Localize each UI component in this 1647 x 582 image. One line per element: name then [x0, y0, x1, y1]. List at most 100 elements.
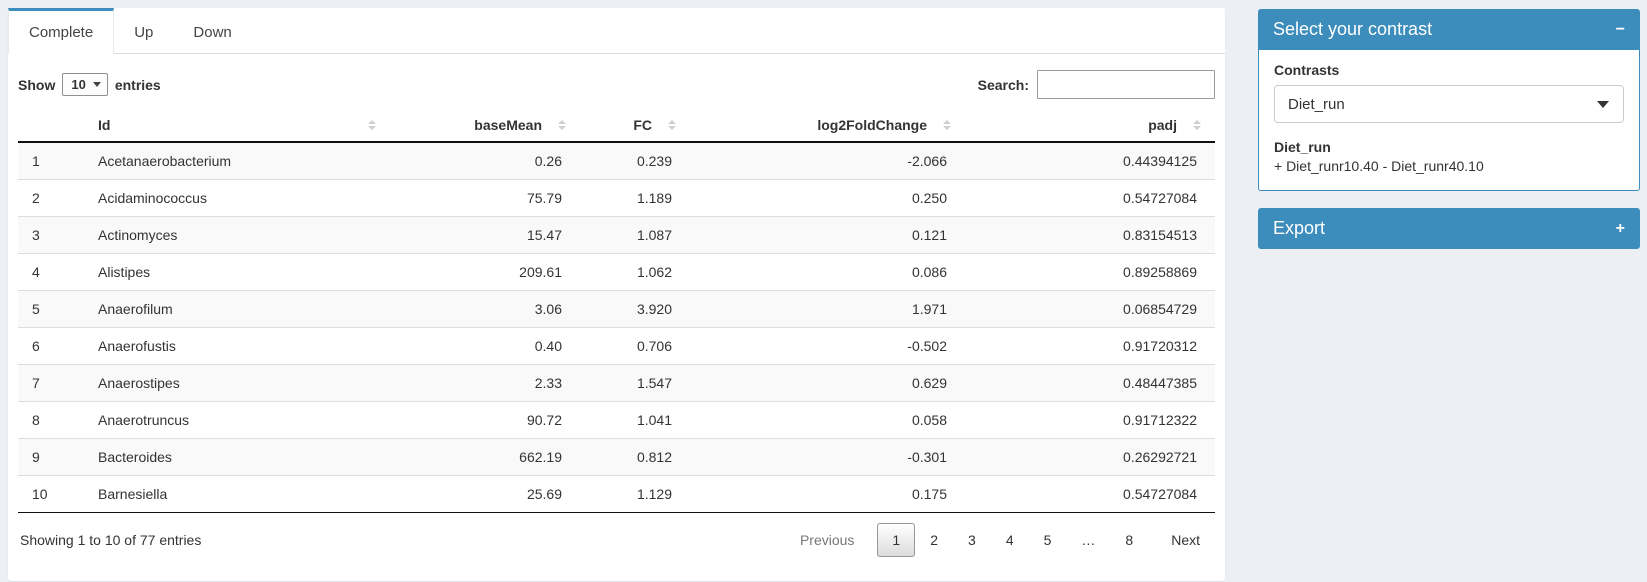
- page-number-button[interactable]: 4: [1005, 532, 1014, 548]
- next-page-button[interactable]: Next: [1171, 532, 1200, 548]
- column-header-label: Id: [98, 117, 111, 133]
- row-index-cell: 7: [18, 364, 90, 402]
- tab[interactable]: Up: [134, 24, 154, 41]
- tab[interactable]: Complete: [8, 8, 115, 54]
- column-header-label: FC: [633, 117, 652, 133]
- id-cell: Alistipes: [90, 253, 390, 291]
- row-index-cell: 8: [18, 401, 90, 439]
- contrasts-select[interactable]: Diet_run: [1274, 85, 1624, 123]
- export-panel-header[interactable]: Export +: [1258, 208, 1640, 249]
- page-number-button[interactable]: 3: [968, 532, 976, 548]
- row-index-cell: 4: [18, 253, 90, 291]
- log2foldchange-cell: -0.301: [690, 438, 965, 476]
- row-index-cell: 2: [18, 179, 90, 217]
- column-header-padj[interactable]: padj: [965, 109, 1215, 143]
- fc-cell: 1.062: [580, 253, 690, 291]
- padj-cell: 0.83154513: [965, 216, 1215, 254]
- log2foldchange-cell: 0.086: [690, 253, 965, 291]
- table-row: 10 Barnesiella 25.69 1.129 0.175 0.54727…: [18, 475, 1215, 513]
- id-cell: Anaerotruncus: [90, 401, 390, 439]
- id-cell: Anaerofilum: [90, 290, 390, 328]
- table-row: 7 Anaerostipes 2.33 1.547 0.629 0.484473…: [18, 364, 1215, 402]
- sidebar: Select your contrast − Contrasts Diet_ru…: [1258, 9, 1640, 266]
- table-row: 9 Bacteroides 662.19 0.812 -0.301 0.2629…: [18, 438, 1215, 476]
- id-cell: Bacteroides: [90, 438, 390, 476]
- results-table: Id baseMean FC log2FoldChange: [18, 109, 1215, 513]
- tab-bar: Complete Up Down: [8, 8, 1225, 54]
- column-header-fc[interactable]: FC: [580, 109, 690, 143]
- column-header-id[interactable]: Id: [90, 109, 390, 143]
- row-index-cell: 10: [18, 475, 90, 513]
- results-box: Complete Up Down Show 10 entries Search:: [8, 8, 1225, 581]
- column-header-label: padj: [1148, 117, 1177, 133]
- basemean-cell: 2.33: [390, 364, 580, 402]
- padj-cell: 0.54727084: [965, 179, 1215, 217]
- padj-cell: 0.06854729: [965, 290, 1215, 328]
- search-input[interactable]: [1037, 70, 1215, 99]
- contrast-panel-header[interactable]: Select your contrast −: [1258, 9, 1640, 50]
- fc-cell: 1.041: [580, 401, 690, 439]
- page-number-list: 1 2 3 4 5 … 8: [877, 523, 1148, 557]
- page-number-button[interactable]: 1: [877, 523, 916, 557]
- basemean-cell: 662.19: [390, 438, 580, 476]
- fc-cell: 0.706: [580, 327, 690, 365]
- page-number-button[interactable]: …: [1081, 532, 1096, 548]
- contrast-formula: + Diet_runr10.40 - Diet_runr40.10: [1274, 158, 1484, 174]
- fc-cell: 1.547: [580, 364, 690, 402]
- table-header: Id baseMean FC log2FoldChange: [18, 109, 1215, 143]
- padj-cell: 0.26292721: [965, 438, 1215, 476]
- table-row: 5 Anaerofilum 3.06 3.920 1.971 0.0685472…: [18, 290, 1215, 328]
- fc-cell: 1.087: [580, 216, 690, 254]
- fc-cell: 0.812: [580, 438, 690, 476]
- minus-icon[interactable]: −: [1615, 20, 1625, 38]
- row-index-cell: 6: [18, 327, 90, 365]
- previous-page-button[interactable]: Previous: [799, 532, 855, 548]
- padj-cell: 0.54727084: [965, 475, 1215, 513]
- page-number-button[interactable]: 2: [930, 532, 939, 548]
- id-cell: Acetanaerobacterium: [90, 142, 390, 180]
- page-length-value: 10: [71, 77, 86, 92]
- table-row: 4 Alistipes 209.61 1.062 0.086 0.8925886…: [18, 253, 1215, 291]
- sort-icon: [1193, 120, 1201, 130]
- table-row: 3 Actinomyces 15.47 1.087 0.121 0.831545…: [18, 216, 1215, 254]
- pagination: Previous 1 2 3 4 5: [785, 523, 1215, 557]
- log2foldchange-cell: 1.971: [690, 290, 965, 328]
- page-length-select[interactable]: 10: [62, 73, 108, 96]
- padj-cell: 0.91712322: [965, 401, 1215, 439]
- sort-icon: [943, 120, 951, 130]
- fc-cell: 3.920: [580, 290, 690, 328]
- basemean-cell: 90.72: [390, 401, 580, 439]
- table-row: 6 Anaerofustis 0.40 0.706 -0.502 0.91720…: [18, 327, 1215, 365]
- sort-icon: [558, 120, 566, 130]
- caret-down-icon: [1597, 100, 1609, 108]
- export-panel: Export +: [1258, 208, 1640, 249]
- showing-entries-info: Showing 1 to 10 of 77 entries: [20, 532, 202, 548]
- basemean-cell: 0.26: [390, 142, 580, 180]
- table-row: 8 Anaerotruncus 90.72 1.041 0.058 0.9171…: [18, 401, 1215, 439]
- tab[interactable]: Down: [193, 24, 232, 41]
- id-cell: Anaerofustis: [90, 327, 390, 365]
- contrast-panel-body: Contrasts Diet_run Diet_run + Diet_runr1…: [1258, 50, 1640, 191]
- basemean-cell: 209.61: [390, 253, 580, 291]
- padj-cell: 0.89258869: [965, 253, 1215, 291]
- column-header-log2foldchange[interactable]: log2FoldChange: [690, 109, 965, 143]
- table-row: 2 Acidaminococcus 75.79 1.189 0.250 0.54…: [18, 179, 1215, 217]
- basemean-cell: 75.79: [390, 179, 580, 217]
- search-control: Search:: [978, 70, 1215, 99]
- show-label: Show: [18, 76, 56, 93]
- id-cell: Actinomyces: [90, 216, 390, 254]
- contrast-panel-title: Select your contrast: [1273, 19, 1433, 39]
- column-header-label: log2FoldChange: [817, 117, 927, 133]
- plus-icon[interactable]: +: [1615, 219, 1625, 237]
- row-index-cell: 9: [18, 438, 90, 476]
- log2foldchange-cell: 0.121: [690, 216, 965, 254]
- page-number-button[interactable]: 8: [1125, 532, 1134, 548]
- table-row: 1 Acetanaerobacterium 0.26 0.239 -2.066 …: [18, 142, 1215, 180]
- contrast-panel: Select your contrast − Contrasts Diet_ru…: [1258, 9, 1640, 191]
- contrasts-select-value: Diet_run: [1288, 95, 1345, 113]
- column-header-basemean[interactable]: baseMean: [390, 109, 580, 143]
- log2foldchange-cell: -0.502: [690, 327, 965, 365]
- padj-cell: 0.91720312: [965, 327, 1215, 365]
- fc-cell: 1.189: [580, 179, 690, 217]
- page-number-button[interactable]: 5: [1043, 532, 1052, 548]
